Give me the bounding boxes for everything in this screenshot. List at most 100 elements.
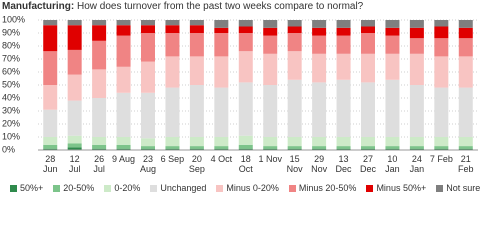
bar-segment: [458, 87, 473, 137]
y-tick-label: 80%: [2, 40, 20, 50]
bar-segment: [458, 56, 473, 88]
y-tick-label: 10%: [2, 131, 20, 141]
x-tick-label: 7 Feb: [429, 154, 453, 164]
x-tick-label: 18 Oct: [238, 154, 253, 174]
bar-segment: [385, 148, 400, 150]
bar-segment: [336, 27, 351, 36]
bar-segment: [92, 137, 107, 145]
bar-segment: [214, 146, 229, 149]
bar-segment: [312, 146, 327, 149]
bar-segment: [385, 79, 400, 137]
bar-segment: [165, 146, 180, 149]
bar-segment: [67, 100, 82, 136]
bar-segment: [189, 137, 204, 147]
bar-segment: [141, 25, 155, 33]
legend-label: 0-20%: [114, 183, 141, 193]
legend-label: Minus 0-20%: [226, 183, 279, 193]
bar-segment: [361, 53, 375, 83]
bar-segment: [263, 148, 278, 150]
bar-segment: [287, 137, 302, 147]
bar-segment: [92, 25, 107, 41]
bar-segment: [385, 146, 400, 149]
title: Manufacturing: How does turnover from th…: [2, 1, 363, 12]
chart-subtitle: How does turnover from the past two week…: [77, 1, 364, 12]
bar-segment: [409, 53, 424, 85]
bar-segment: [458, 148, 473, 150]
legend-swatch: [436, 184, 444, 192]
x-tick-label: 26 Jul: [93, 154, 105, 174]
bar-segment: [263, 85, 278, 137]
bar-segment: [92, 144, 107, 149]
bar-segment: [287, 148, 302, 150]
y-tick-label: 30%: [2, 105, 20, 115]
legend-swatch: [53, 184, 61, 192]
bar-segment: [165, 20, 180, 26]
bar-segment: [165, 87, 180, 137]
y-tick-label: 20%: [2, 118, 20, 128]
bar-segment: [458, 27, 473, 39]
bar-segment: [336, 79, 351, 137]
bar-segment: [141, 92, 155, 139]
bar-segment: [458, 20, 473, 28]
bar-segment: [189, 85, 204, 137]
chart: 0% 10% 20% 30% 40% 50% 60% 70% 80% 90% 100% Manufa…: [2, 1, 480, 193]
bar-segment: [141, 138, 155, 147]
bar-segment: [263, 53, 278, 85]
bar-segment: [263, 146, 278, 149]
bar-segment: [165, 56, 180, 88]
bar-segment: [238, 20, 253, 27]
bar-segment: [189, 33, 204, 57]
bar-segment: [92, 148, 107, 150]
bar-segment: [214, 20, 229, 28]
legend-item: Minus 50%+: [366, 183, 426, 193]
legend-swatch: [288, 184, 296, 192]
x-tick-label: 12 Jul: [68, 154, 81, 174]
bar-segment: [43, 148, 58, 150]
bar-segment: [43, 85, 58, 110]
bar-segment: [361, 33, 375, 54]
y-tick-label: 100%: [2, 14, 25, 24]
bar-segment: [458, 137, 473, 147]
bar-segment: [434, 38, 449, 57]
bar-segment: [385, 53, 400, 80]
bar-segment: [214, 56, 229, 88]
bar-segment: [214, 33, 229, 57]
bar-segment: [409, 148, 424, 150]
bar-segment: [43, 51, 58, 85]
bar-segment: [238, 33, 253, 52]
bar-segment: [116, 148, 131, 150]
bar-segment: [385, 20, 400, 28]
bar-segment: [287, 146, 302, 149]
bar-segment: [165, 148, 180, 150]
bar-segment: [67, 135, 82, 144]
legend-label: 50%+: [20, 183, 44, 193]
bar-segment: [189, 148, 204, 150]
bar-segment: [361, 82, 375, 137]
bar-segment: [409, 137, 424, 147]
bar-segment: [92, 20, 107, 26]
bar-segment: [141, 33, 155, 62]
bar-segment: [434, 146, 449, 149]
bar-segment: [165, 137, 180, 147]
x-tick-label: 6 Sep: [160, 154, 185, 164]
bar-segment: [409, 20, 424, 28]
bar-segment: [458, 146, 473, 149]
bar-segment: [385, 27, 400, 36]
bar-segment: [263, 35, 278, 54]
bar-segment: [385, 137, 400, 147]
bar-segment: [67, 25, 82, 50]
bar-segment: [238, 135, 253, 145]
bar-segment: [312, 20, 327, 28]
legend-item: 20-50%: [53, 183, 94, 193]
x-tick-label: 13 Dec: [335, 154, 352, 174]
bar-segment: [67, 20, 82, 26]
bar-segment: [336, 137, 351, 147]
legend-item: Not sure: [436, 183, 480, 193]
x-tick-label: 15 Nov: [286, 154, 303, 174]
bar-segment: [67, 49, 82, 75]
bar-segment: [116, 25, 131, 36]
y-tick-label: 0%: [2, 144, 15, 154]
y-tick-label: 90%: [2, 27, 20, 37]
bar-segment: [116, 137, 131, 145]
bar-segment: [43, 20, 58, 26]
